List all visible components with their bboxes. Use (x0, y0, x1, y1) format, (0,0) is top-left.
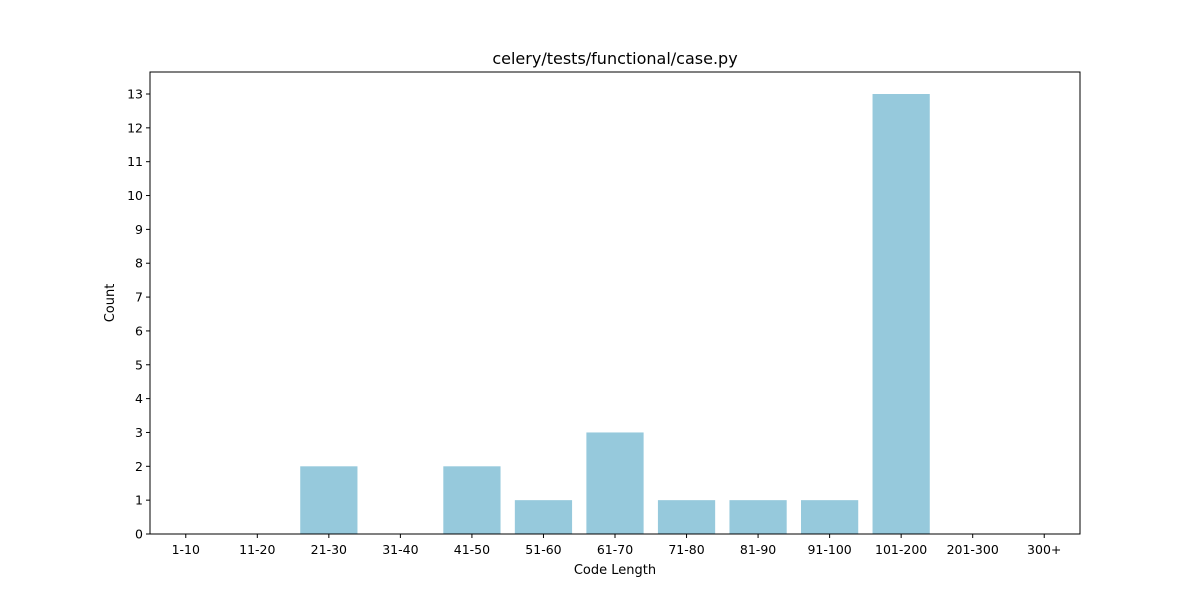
x-tick-label: 61-70 (597, 542, 633, 557)
chart-title: celery/tests/functional/case.py (492, 49, 737, 68)
x-axis-label: Code Length (574, 563, 656, 578)
y-tick-label: 3 (135, 425, 143, 440)
bar-41-50 (443, 466, 501, 534)
x-tick-label: 31-40 (382, 542, 418, 557)
plot-area-frame (149, 71, 1081, 535)
bar-91-100 (801, 500, 859, 534)
x-tick-label: 81-90 (740, 542, 776, 557)
bar-81-90 (729, 500, 787, 534)
bar-101-200 (872, 94, 930, 534)
x-tick-label: 91-100 (807, 542, 851, 557)
y-tick-label: 12 (127, 120, 143, 135)
y-tick-label: 10 (127, 188, 143, 203)
x-tick-label: 101-200 (875, 542, 927, 557)
x-tick-label: 201-300 (947, 542, 999, 557)
y-tick-label: 8 (135, 256, 143, 271)
y-tick-label: 2 (135, 459, 143, 474)
x-tick-label: 21-30 (311, 542, 347, 557)
x-tick-label: 1-10 (172, 542, 200, 557)
bar-21-30 (300, 466, 358, 534)
bar-61-70 (586, 432, 644, 534)
x-tick-label: 300+ (1027, 542, 1061, 557)
bar-71-80 (657, 500, 716, 534)
y-axis-label: Count (103, 284, 118, 323)
bars (300, 94, 930, 534)
x-axis-ticks: 1-10 11-20 21-30 31-40 41-50 51-60 61-70 71-80 8… (172, 534, 1061, 557)
x-tick-label: 11-20 (239, 542, 275, 557)
bar-51-60 (514, 500, 573, 534)
y-tick-label: 4 (135, 391, 143, 406)
y-tick-label: 5 (135, 357, 143, 372)
x-tick-label: 51-60 (525, 542, 561, 557)
y-tick-label: 9 (135, 222, 143, 237)
y-tick-label: 1 (135, 493, 143, 508)
y-tick-label: 13 (127, 87, 143, 102)
y-tick-label: 6 (135, 323, 143, 338)
y-tick-label: 7 (135, 290, 143, 305)
x-tick-label: 41-50 (454, 542, 490, 557)
y-tick-label: 0 (135, 527, 143, 542)
y-tick-label: 11 (127, 154, 143, 169)
x-tick-label: 71-80 (668, 542, 704, 557)
